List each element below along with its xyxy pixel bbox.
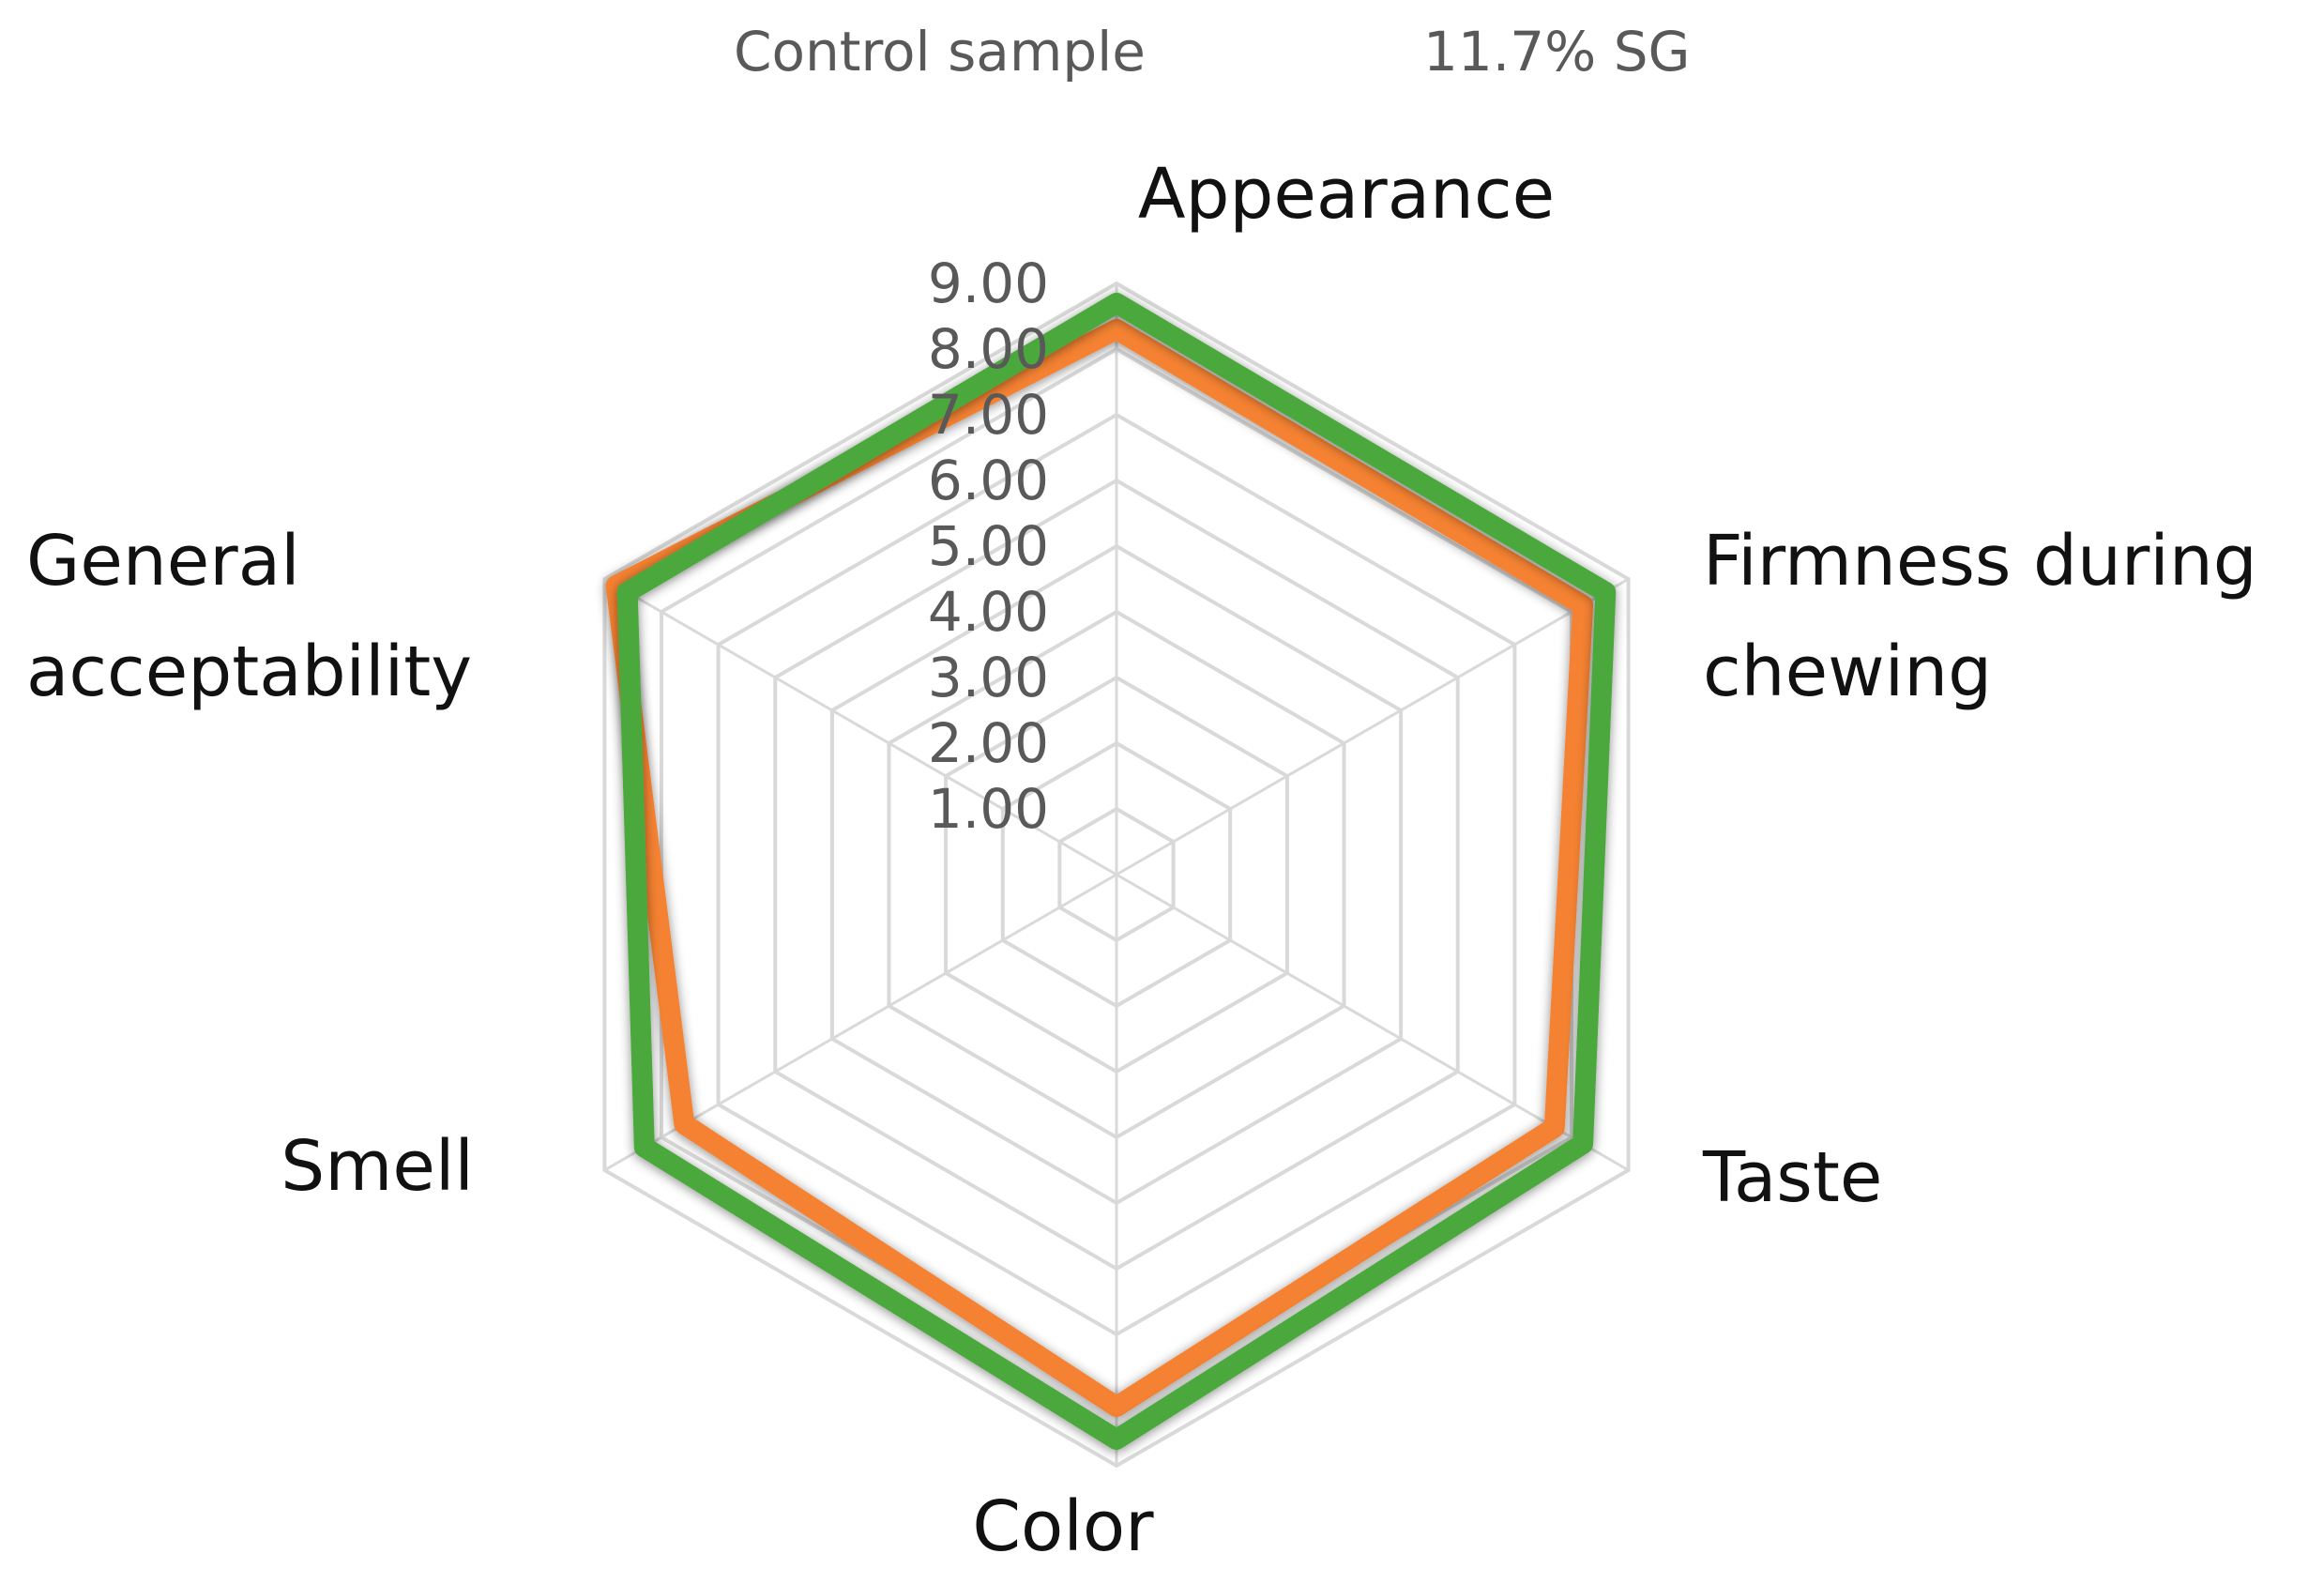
- category-label-general-acceptability: General acceptability: [26, 521, 472, 712]
- grid-spoke: [1116, 873, 1630, 1172]
- legend-label-control-sample: Control sample: [734, 20, 1146, 84]
- tick-label: 6.00: [928, 449, 1049, 512]
- category-label-smell: Smell: [281, 1126, 474, 1207]
- chart-legend: Control sample 11.7% SG: [557, 20, 1690, 84]
- tick-label: 9.00: [928, 251, 1049, 315]
- category-label-firmness-during-chewing: Firmness during chewing: [1703, 521, 2257, 712]
- radial-tick-labels: 1.002.003.004.005.006.007.008.009.00: [928, 251, 1049, 841]
- tick-label: 5.00: [928, 514, 1049, 578]
- tick-label: 4.00: [928, 580, 1049, 644]
- radar-series: [605, 293, 1617, 1450]
- tick-label: 1.00: [928, 777, 1049, 841]
- tick-label: 3.00: [928, 646, 1049, 709]
- series-line-11-7-sg: [616, 293, 1617, 1450]
- grid-spoke: [603, 577, 1117, 876]
- tick-label: 8.00: [928, 317, 1049, 381]
- tick-label: 7.00: [928, 383, 1049, 447]
- series-line-control-sample: [605, 319, 1594, 1417]
- legend-label-11-7-sg: 11.7% SG: [1423, 20, 1690, 84]
- radar-grid: [602, 281, 1631, 1469]
- category-labels: Appearance Firmness during chewing Taste Col…: [26, 154, 2257, 1567]
- category-label-taste: Taste: [1702, 1137, 1882, 1218]
- grid-spoke: [1116, 577, 1630, 876]
- category-label-appearance: Appearance: [1138, 154, 1555, 235]
- category-label-color: Color: [972, 1486, 1154, 1567]
- tick-label: 2.00: [928, 711, 1049, 775]
